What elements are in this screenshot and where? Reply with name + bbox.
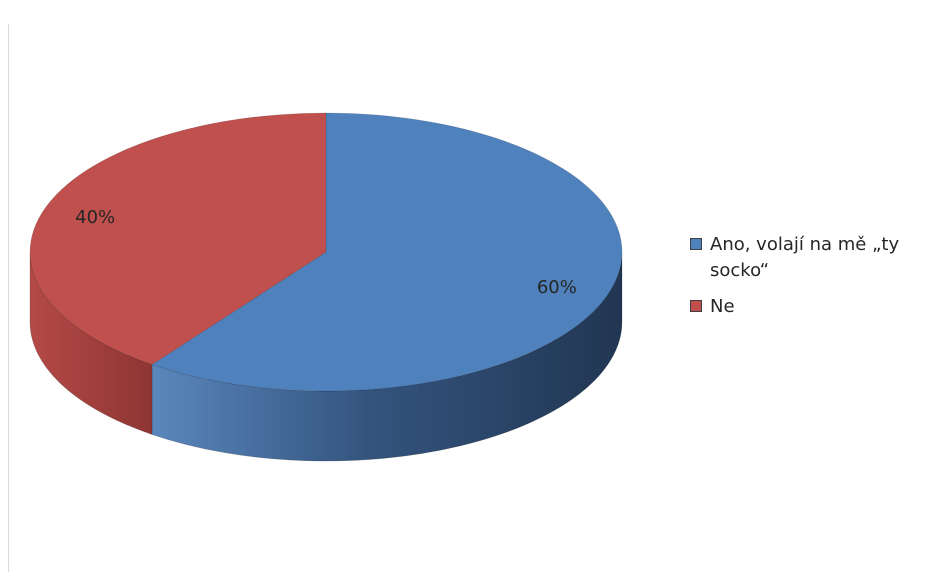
- legend-entry-ano: Ano, volají na mě „ty socko“: [690, 232, 940, 284]
- data-label-ano: 60%: [537, 277, 577, 298]
- data-label-ne: 40%: [75, 207, 115, 228]
- legend-swatch-ano: [690, 238, 702, 250]
- chart-legend: Ano, volají na mě „ty socko“ Ne: [690, 232, 940, 330]
- legend-entry-ne: Ne: [690, 294, 940, 320]
- chart-frame-line: [8, 24, 9, 572]
- legend-label-ano: Ano, volají na mě „ty socko“: [710, 234, 900, 281]
- legend-swatch-ne: [690, 300, 702, 312]
- pie-slice-ano: [151, 112, 623, 392]
- pie-slice-ne: [29, 112, 327, 365]
- legend-label-ne: Ne: [710, 296, 735, 317]
